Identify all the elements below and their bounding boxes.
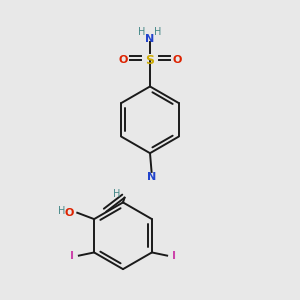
Text: I: I — [70, 250, 74, 261]
Text: H: H — [58, 206, 65, 216]
Text: I: I — [172, 250, 176, 261]
Text: H: H — [113, 190, 120, 200]
Text: N: N — [146, 34, 154, 44]
Text: O: O — [118, 56, 128, 65]
Text: S: S — [146, 54, 154, 67]
Text: O: O — [65, 208, 74, 218]
Text: O: O — [172, 56, 182, 65]
Text: H: H — [154, 27, 162, 37]
Text: H: H — [138, 27, 146, 37]
Text: N: N — [147, 172, 156, 182]
